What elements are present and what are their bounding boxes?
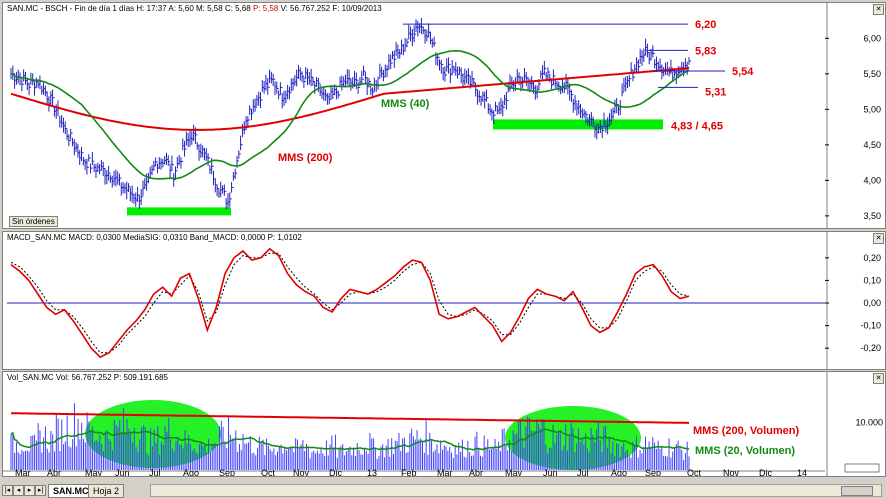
prev-sheet-icon[interactable]: ◂ — [13, 485, 24, 496]
macd-chart: 0,20 0,10 0,00 -0,10 -0,20 — [7, 232, 881, 369]
first-sheet-icon[interactable]: |◂ — [2, 485, 13, 496]
support-box-2013 — [493, 119, 663, 130]
volume-pane[interactable]: Vol_SAN.MC Vol: 56.767.252 P: 509.191.68… — [2, 371, 886, 477]
macd-header: MACD_SAN.MC MACD: 0,0300 MediaSIG: 0,031… — [7, 233, 302, 242]
macd-tick-label: 0,20 — [863, 253, 881, 263]
min-label: M: 5,58 — [196, 4, 223, 13]
last-sheet-icon[interactable]: ▸| — [35, 485, 46, 496]
month-label: Nov — [723, 468, 740, 476]
pane-close-icon[interactable]: ✕ — [873, 373, 884, 384]
month-label: Jul — [577, 468, 589, 476]
month-label: Oct — [687, 468, 702, 476]
month-label: Nov — [293, 468, 310, 476]
price-tick-label: 4,50 — [863, 140, 881, 150]
no-orders-badge[interactable]: Sin órdenes — [9, 216, 58, 227]
tab-hoja-2[interactable]: Hoja 2 — [88, 484, 125, 498]
price-tick-label: 3,50 — [863, 211, 881, 221]
level-label: 5,54 — [732, 66, 754, 78]
level-label: 6,20 — [695, 19, 716, 31]
macd-line — [10, 247, 690, 359]
next-sheet-icon[interactable]: ▸ — [24, 485, 35, 496]
signal-line — [10, 252, 690, 354]
level-label: 5,31 — [705, 86, 726, 98]
macd-tick-label: 0,00 — [863, 298, 881, 308]
month-label: Dic — [329, 468, 342, 476]
volume-chart: 10.000 MMS (200, Volumen) MMS (20, Volumen… — [3, 372, 883, 476]
month-label: May — [505, 468, 523, 476]
level-label: 5,83 — [695, 45, 716, 57]
scrollbar-thumb[interactable] — [841, 486, 873, 496]
volume-tick-label: 10.000 — [855, 418, 883, 428]
macd-tick-label: -0,20 — [860, 343, 881, 353]
month-label: Oct — [261, 468, 276, 476]
volume-header: Vol_SAN.MC Vol: 56.767.252 P: 509.191.68… — [7, 373, 169, 382]
horizontal-scrollbar[interactable] — [150, 484, 882, 497]
mms200-line — [10, 67, 690, 131]
price-chart: 6,00 5,50 5,00 4,50 4,00 3,50 MMS (40) MMS (200… — [10, 3, 881, 228]
macd-tick-label: -0,10 — [860, 321, 881, 331]
level-label: 4,83 / 4,65 — [671, 120, 723, 132]
month-label: Dic — [759, 468, 772, 476]
vol-mms20-line — [10, 428, 690, 451]
mms40-line — [10, 49, 690, 180]
month-label: Mar — [15, 468, 31, 476]
month-label: Sep — [219, 468, 235, 476]
month-label: Jun — [543, 468, 558, 476]
month-label: 14 — [797, 468, 807, 476]
month-label: Abr — [47, 468, 61, 476]
month-label: Mar — [437, 468, 453, 476]
volume-label: V: 56.767.252 — [280, 4, 331, 13]
vol-mms20-label: MMS (20, Volumen) — [695, 445, 795, 457]
vol-mms200-label: MMS (200, Volumen) — [693, 425, 799, 437]
mms200-label: MMS (200) — [278, 152, 333, 164]
price-tick-label: 4,00 — [863, 175, 881, 185]
price-header: SAN.MC - BSCH - Fin de día 1 días H: 17:… — [7, 4, 382, 13]
mms40-label: MMS (40) — [381, 98, 430, 110]
vol-mms200-line — [10, 412, 689, 424]
volume-scale-box — [844, 463, 880, 473]
support-box-2012 — [127, 207, 231, 216]
month-label: Ago — [183, 468, 199, 476]
month-label: Feb — [401, 468, 417, 476]
open-label: A: 5,60 — [168, 4, 194, 13]
month-label: 13 — [367, 468, 377, 476]
macd-tick-label: 0,10 — [863, 275, 881, 285]
month-label: May — [85, 468, 103, 476]
macd-pane[interactable]: MACD_SAN.MC MACD: 0,0300 MediaSIG: 0,031… — [2, 231, 886, 370]
month-label: Ago — [611, 468, 627, 476]
month-label: Abr — [469, 468, 483, 476]
price-tick-label: 6,00 — [863, 33, 881, 43]
date-label: F: 10/09/2013 — [332, 4, 382, 13]
month-label: Jul — [149, 468, 161, 476]
price-tick-label: 5,00 — [863, 104, 881, 114]
pane-close-icon[interactable]: ✕ — [873, 233, 884, 244]
symbol-label: SAN.MC - BSCH - Fin de día 1 días — [7, 4, 135, 13]
last-label: P: 5,58 — [252, 4, 279, 13]
month-label: Jun — [115, 468, 130, 476]
price-pane[interactable]: SAN.MC - BSCH - Fin de día 1 días H: 17:… — [2, 2, 886, 229]
tab-san-mc[interactable]: SAN.MC — [48, 484, 94, 498]
price-tick-label: 5,50 — [863, 69, 881, 79]
hour-label: H: 17:37 — [136, 4, 167, 13]
close-label: C: 5,68 — [224, 4, 251, 13]
month-label: Sep — [645, 468, 661, 476]
pane-close-icon[interactable]: ✕ — [873, 4, 884, 15]
